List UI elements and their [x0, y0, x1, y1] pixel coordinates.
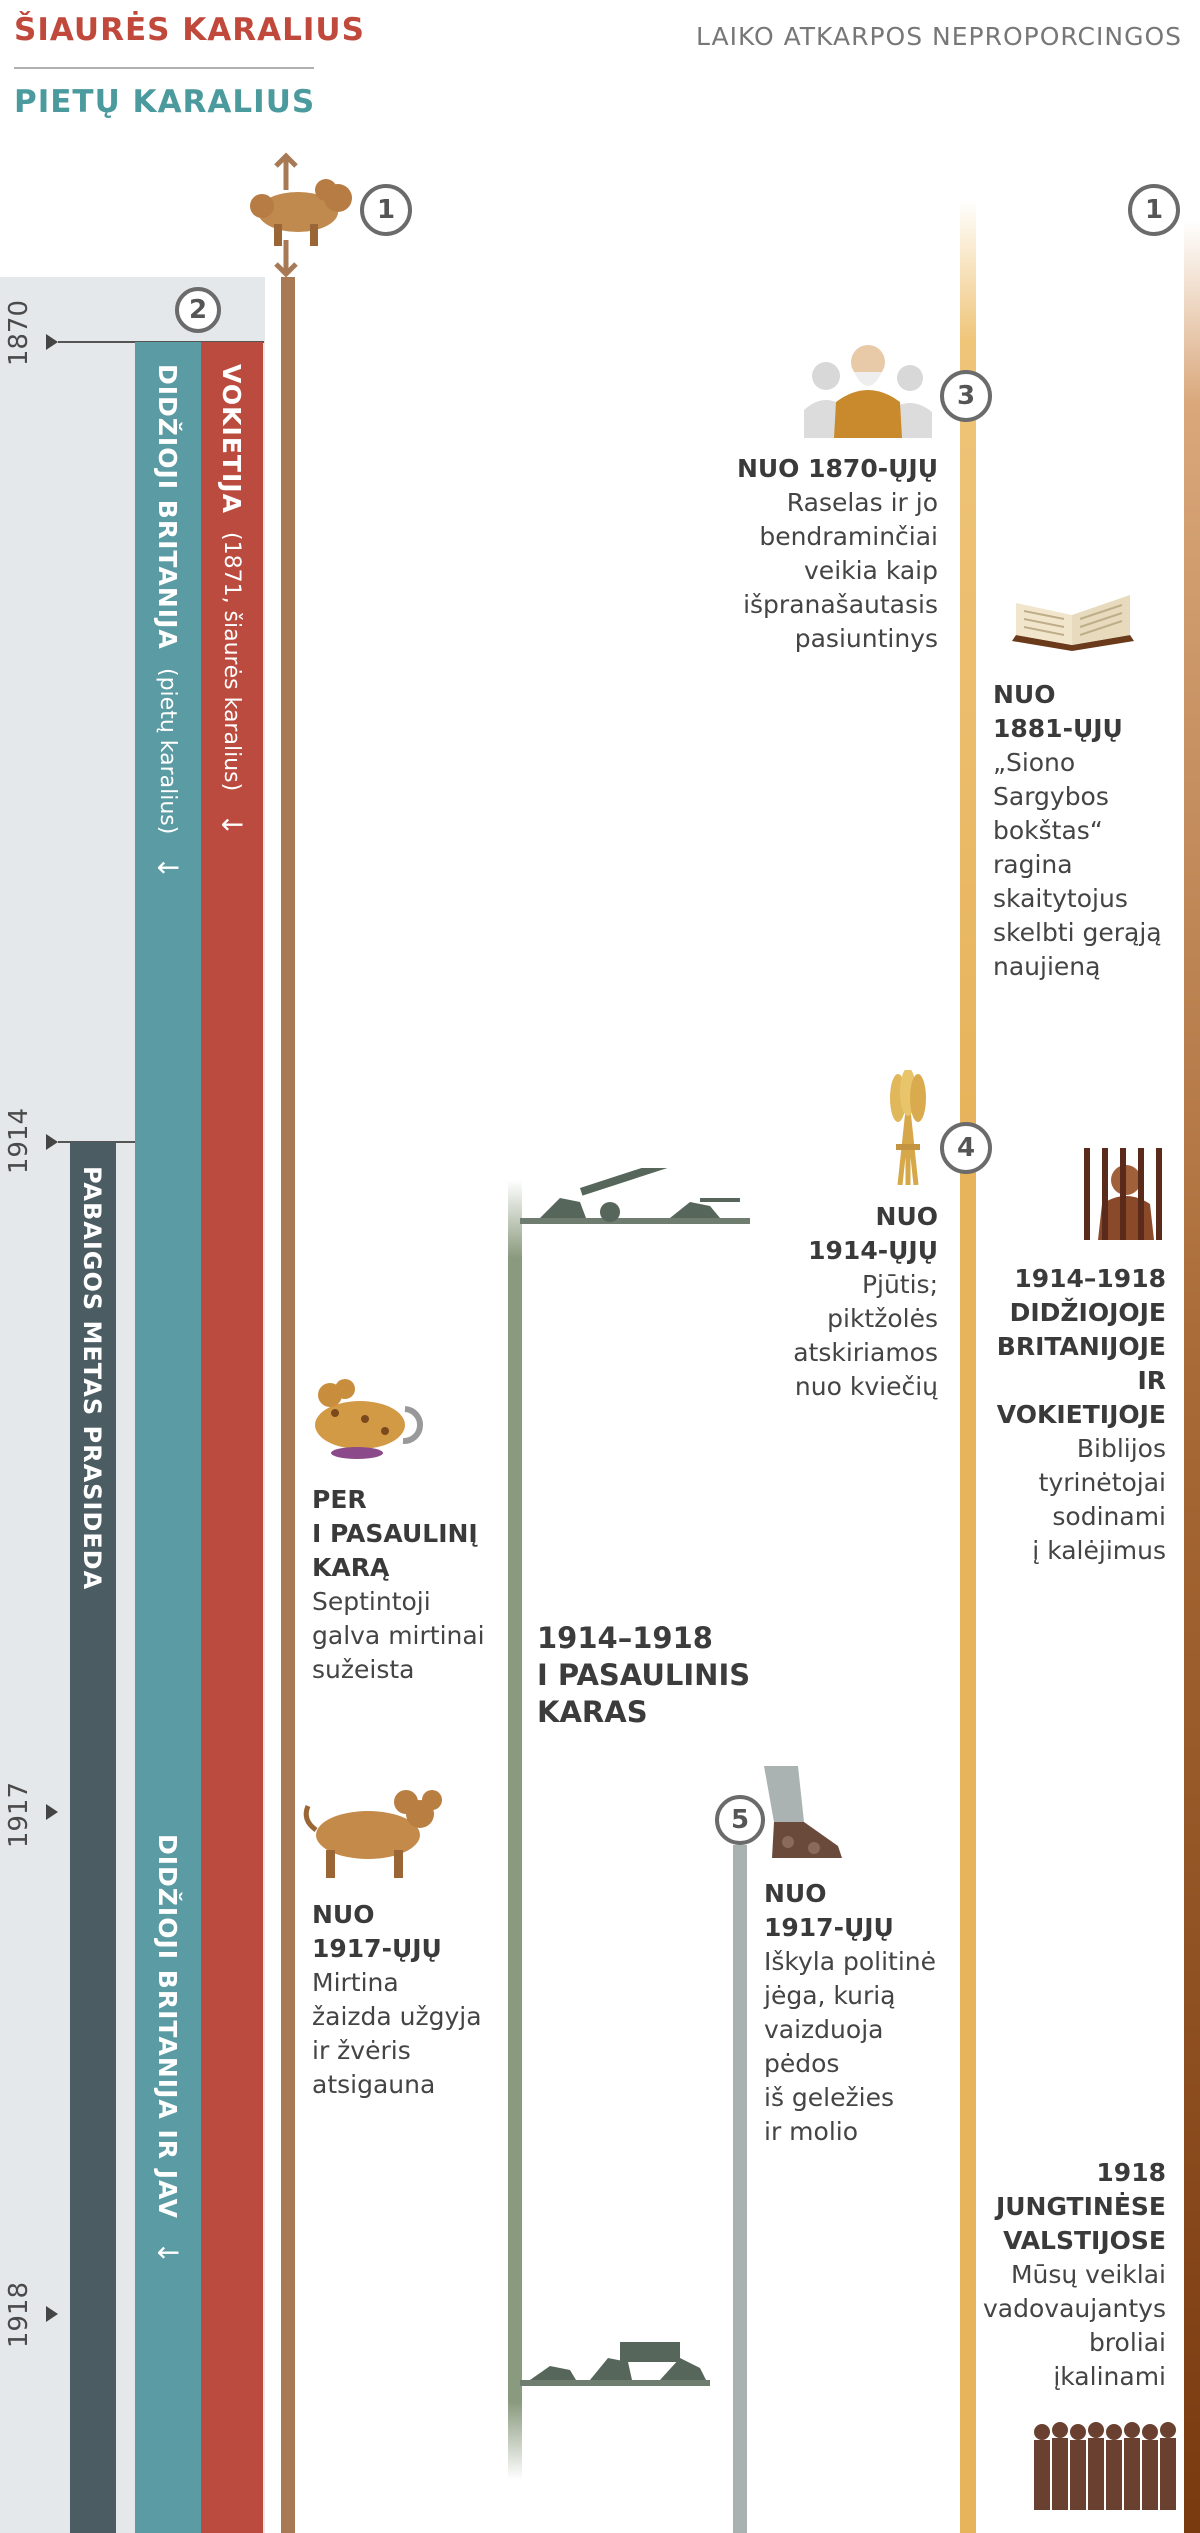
russell-label: NUO 1870-ŲJŲ Raselas ir jo bendraminčiai…	[736, 454, 938, 653]
brown-timeline-stem	[1184, 220, 1200, 2533]
imprison-us-label: 1918 JUNGTINĖSE VALSTIJOSE Mūsų veiklai …	[983, 2158, 1166, 2391]
britain-usa-arrow-icon: ↓	[151, 2240, 184, 2265]
bible-icon	[1008, 585, 1138, 661]
marker-1-left: 1	[360, 184, 412, 236]
war-timeline-stem	[508, 1180, 522, 2480]
harvest-label: NUO 1914-ŲJŲ Pjūtis; piktžolės atskiriam…	[793, 1202, 938, 1401]
prisoner-icon	[1078, 1148, 1174, 1244]
marker-1-right: 1	[1128, 184, 1180, 236]
marker-4: 4	[940, 1122, 992, 1174]
healed-beast-icon	[298, 1780, 448, 1889]
year-1918-pointer	[46, 2306, 58, 2322]
britain-usa-title: DIDŽIOJI BRITANIJA IR JAV	[153, 1834, 182, 2219]
soldiers-icon-bottom	[520, 2328, 710, 2402]
marker-5: 5	[715, 1795, 765, 1845]
feet-icon	[758, 1762, 848, 1866]
year-1870: 1870	[4, 300, 34, 367]
marker-2: 2	[175, 287, 221, 333]
end-times-title: PABAIGOS METAS PRASIDEDA	[78, 1166, 106, 1591]
legend-divider	[14, 67, 314, 69]
britain-arrow-icon: ↓	[151, 856, 184, 880]
healed-label: NUO 1917-ŲJŲ Mirtina žaizda užgyja ir žv…	[312, 1900, 482, 2099]
germany-title: VOKIETIJA	[217, 364, 246, 514]
beast-icon	[240, 150, 360, 284]
scale-note: LAIKO ATKARPOS NEPROPORCINGOS	[695, 22, 1182, 51]
marker-3: 3	[940, 370, 992, 422]
year-1917: 1917	[4, 1782, 34, 1849]
feet-label: NUO 1917-ŲJŲ Iškyla politinė jėga, kurią…	[764, 1879, 937, 2146]
gold-timeline-stem	[960, 200, 976, 2533]
germany-subtitle: (1871, šiaurės karalius)	[219, 531, 244, 792]
soldiers-icon	[520, 1160, 750, 1242]
russell-icon	[798, 338, 938, 442]
britain-title: DIDŽIOJI BRITANIJA	[153, 364, 182, 650]
ww1-label: 1914–1918 I PASAULINIS KARAS	[537, 1621, 751, 1729]
year-1917-pointer	[46, 1804, 58, 1820]
end-times-band: PABAIGOS METAS PRASIDEDA	[70, 1142, 116, 2533]
year-1914: 1914	[4, 1108, 34, 1175]
watchtower-label: NUO 1881-ŲJŲ „Siono Sargybos bokštas“ ra…	[993, 680, 1162, 981]
wheat-icon	[878, 1068, 938, 1189]
beast-timeline-stem	[281, 277, 295, 2533]
imprison-uk-label: 1914–1918 DIDŽIOJOJE BRITANIJOJE IR VOKI…	[996, 1264, 1166, 1565]
britain-subtitle: (pietų karalius)	[155, 667, 180, 835]
year-1918: 1918	[4, 2282, 34, 2349]
brothers-icon	[1030, 2418, 1178, 2518]
year-1914-pointer	[46, 1134, 58, 1150]
wounded-beast-icon	[305, 1375, 425, 1474]
wound-label: PER I PASAULINĮ KARĄ Septintoji galva mi…	[312, 1485, 485, 1684]
britain-band: DIDŽIOJI BRITANIJA (pietų karalius) ↓ DI…	[135, 342, 201, 2533]
year-1870-pointer	[46, 334, 58, 350]
north-king-legend: ŠIAURĖS KARALIUS	[14, 12, 365, 48]
germany-band: VOKIETIJA (1871, šiaurės karalius) ↓	[201, 342, 263, 2533]
feet-timeline-stem	[733, 1845, 747, 2533]
south-king-legend: PIETŲ KARALIUS	[14, 84, 316, 120]
germany-arrow-icon: ↓	[215, 813, 248, 837]
